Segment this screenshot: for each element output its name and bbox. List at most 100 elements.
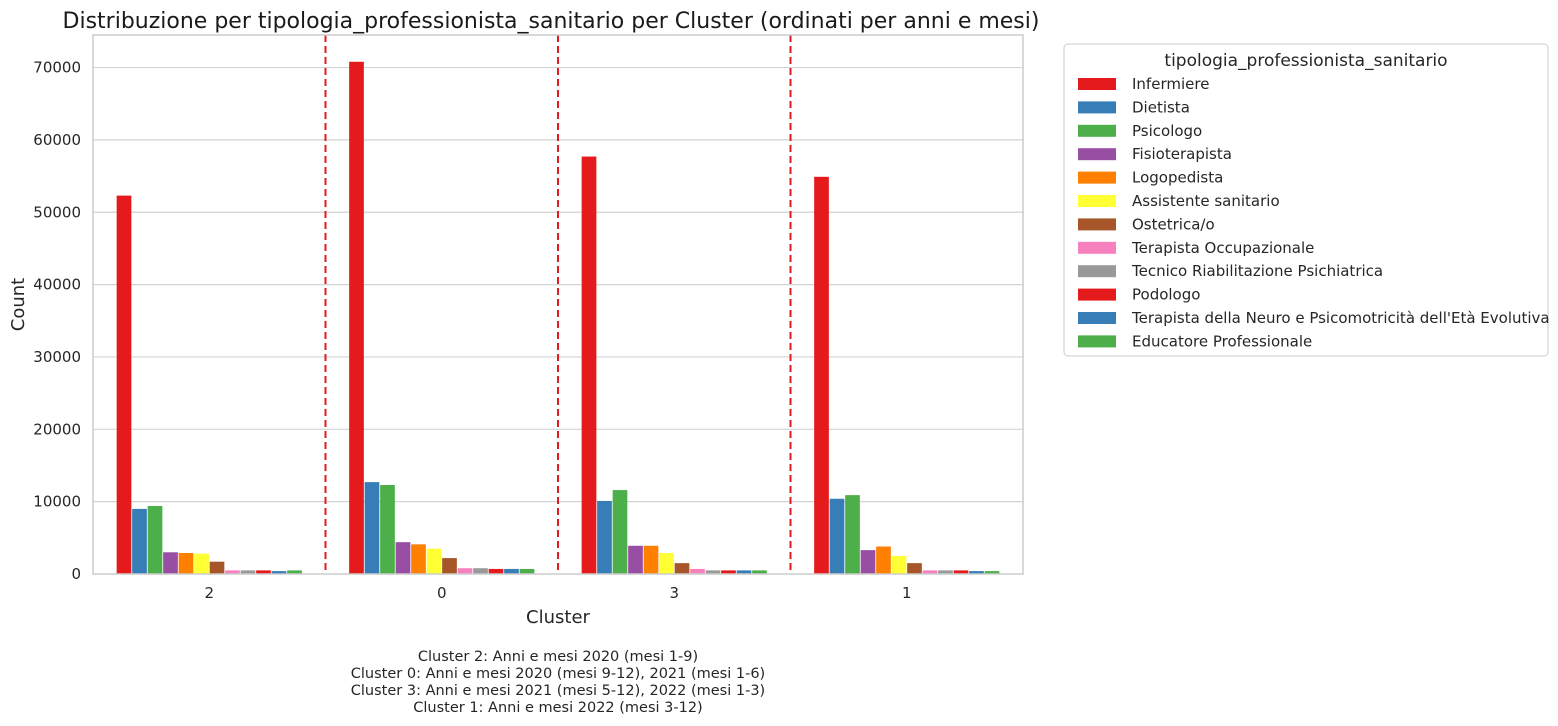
legend-label: Educatore Professionale (1132, 332, 1312, 350)
x-tick-label: 2 (204, 584, 214, 602)
bar (473, 568, 488, 574)
legend: tipologia_professionista_sanitario Infer… (1063, 43, 1550, 357)
caption: Cluster 2: Anni e mesi 2020 (mesi 1-9)Cl… (351, 649, 765, 716)
bar (271, 571, 287, 574)
bar (628, 545, 643, 574)
bar (984, 571, 1000, 574)
legend-label: Ostetrica/o (1132, 215, 1215, 233)
y-tick-label: 10000 (33, 493, 81, 511)
bar (256, 570, 271, 574)
bar (240, 570, 256, 574)
legend-swatch (1078, 312, 1116, 324)
bar (395, 542, 411, 574)
legend-label: Assistente sanitario (1132, 192, 1280, 210)
legend-swatch (1078, 241, 1116, 254)
legend-label: Terapista Occupazionale (1131, 239, 1314, 257)
bar (736, 570, 752, 574)
bar (705, 570, 721, 574)
legend-swatch (1078, 218, 1116, 231)
bar (922, 570, 938, 574)
bars (116, 61, 1000, 575)
bar (442, 558, 457, 574)
y-tick-label: 60000 (33, 131, 81, 149)
y-tick-label: 70000 (33, 59, 81, 77)
bar (938, 570, 953, 574)
bar (132, 508, 147, 574)
bar (488, 568, 504, 574)
caption-line: Cluster 3: Anni e mesi 2021 (mesi 5-12),… (351, 683, 765, 699)
caption-line: Cluster 0: Anni e mesi 2020 (mesi 9-12),… (351, 666, 765, 682)
bar (364, 482, 380, 574)
bar (814, 176, 829, 575)
bar (225, 570, 240, 574)
bar (209, 561, 225, 574)
bar (907, 563, 922, 574)
legend-box (1063, 43, 1549, 357)
bar (674, 563, 690, 574)
legend-swatch (1078, 195, 1116, 207)
bar (829, 498, 845, 574)
bar (147, 505, 163, 574)
bar (380, 485, 395, 574)
y-axis-label: Count (8, 278, 29, 331)
legend-label: Infermiere (1132, 75, 1209, 93)
bar (752, 570, 767, 574)
bar (721, 570, 736, 574)
y-tick-label: 30000 (33, 348, 81, 366)
bar (581, 156, 597, 574)
legend-label: Tecnico Riabilitazione Psichiatrica (1131, 262, 1383, 280)
bar (891, 555, 907, 574)
bar (178, 553, 194, 574)
legend-swatch (1078, 335, 1116, 348)
legend-swatch (1078, 288, 1116, 301)
bar (969, 571, 984, 574)
legend-swatch (1078, 148, 1116, 161)
bar (860, 550, 876, 574)
bar (690, 568, 705, 574)
legend-label: Terapista della Neuro e Psicomotricità d… (1131, 309, 1550, 327)
y-tick-label: 50000 (33, 203, 81, 221)
bar (411, 544, 426, 574)
caption-line: Cluster 1: Anni e mesi 2022 (mesi 3-12) (413, 700, 702, 716)
legend-swatch (1078, 171, 1116, 184)
legend-label: Podologo (1132, 286, 1200, 304)
legend-title: tipologia_professionista_sanitario (1164, 51, 1447, 71)
legend-label: Logopedista (1132, 169, 1223, 187)
legend-label: Psicologo (1132, 122, 1202, 140)
bar (659, 553, 674, 574)
bar (643, 545, 659, 574)
bar (426, 548, 442, 574)
bar (845, 495, 860, 574)
x-tick-label: 1 (902, 584, 912, 602)
legend-label: Fisioterapista (1132, 145, 1232, 163)
bar (504, 568, 519, 574)
legend-swatch (1078, 78, 1116, 90)
caption-line: Cluster 2: Anni e mesi 2020 (mesi 1-9) (418, 649, 698, 665)
legend-items: Infermiere Dietista Psicologo Fisioterapist… (1078, 75, 1550, 350)
bar (953, 570, 969, 574)
bar (876, 546, 891, 574)
bar (457, 568, 473, 574)
bar (163, 552, 178, 574)
bar (194, 553, 209, 574)
plot-frame (92, 34, 1024, 575)
cluster-separators (324, 35, 792, 574)
x-axis-label: Cluster (526, 607, 590, 628)
bar (116, 195, 132, 575)
y-tick-label: 20000 (33, 420, 81, 438)
bar (349, 61, 364, 575)
x-tick-label: 0 (437, 584, 447, 602)
legend-label: Dietista (1132, 98, 1190, 116)
bar (287, 570, 302, 574)
y-tick-label: 40000 (33, 276, 81, 294)
chart-title: Distribuzione per tipologia_professionis… (63, 9, 1040, 34)
y-axis-ticks: 0 10000 20000 30000 40000 50000 60000 70000 (33, 59, 81, 583)
bar (597, 500, 612, 574)
bar (519, 568, 535, 574)
legend-swatch (1078, 101, 1116, 114)
legend-swatch (1078, 124, 1116, 137)
legend-swatch (1078, 265, 1116, 278)
y-tick-label: 0 (71, 565, 81, 583)
